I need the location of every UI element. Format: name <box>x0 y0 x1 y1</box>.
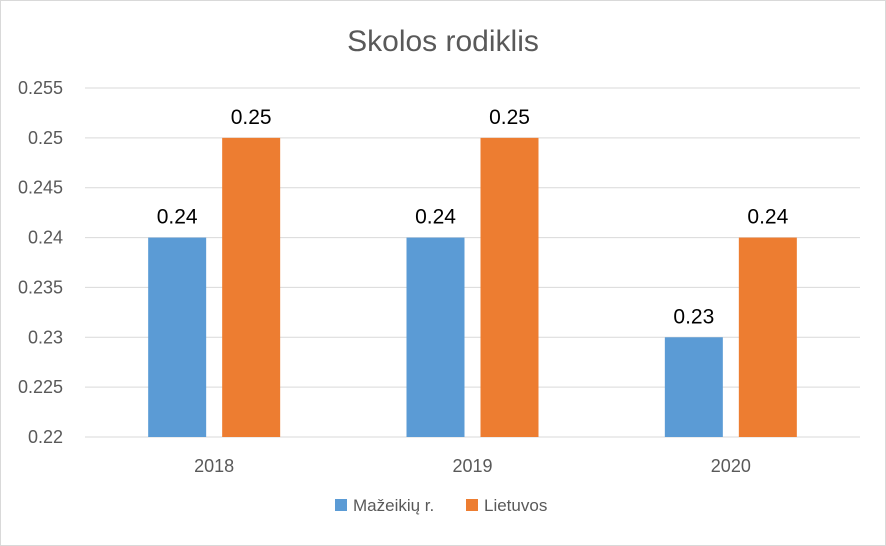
legend-label: Mažeikių r. <box>353 496 434 515</box>
gridlines <box>85 87 860 438</box>
bar-mazeikiu-2018 <box>148 237 207 437</box>
y-tick-label: 0.235 <box>18 277 63 297</box>
data-label: 0.24 <box>747 206 788 229</box>
y-tick-label: 0.22 <box>28 427 63 447</box>
bars <box>148 137 797 437</box>
y-tick-label: 0.255 <box>18 78 63 98</box>
legend-swatch-mazeikiu <box>335 499 347 511</box>
y-tick-label: 0.225 <box>18 377 63 397</box>
y-tick-label: 0.25 <box>28 128 63 148</box>
bar-lietuvos-2019 <box>480 137 539 437</box>
bar-mazeikiu-2020 <box>664 337 723 437</box>
legend: Mažeikių r. Lietuvos <box>335 496 547 515</box>
data-label: 0.23 <box>673 305 714 328</box>
chart-title: Skolos rodiklis <box>347 25 539 58</box>
bar-mazeikiu-2019 <box>406 237 465 437</box>
data-label: 0.25 <box>489 106 530 129</box>
y-tick-label: 0.24 <box>28 228 63 248</box>
axes: 0.22 0.225 0.23 0.235 0.24 0.245 0.25 0.255 2018… <box>18 78 751 476</box>
data-label: 0.24 <box>415 206 456 229</box>
y-tick-label: 0.245 <box>18 178 63 198</box>
data-label: 0.24 <box>157 206 198 229</box>
bar-lietuvos-2020 <box>738 237 797 437</box>
x-tick-label: 2018 <box>194 456 234 476</box>
y-tick-label: 0.23 <box>28 327 63 347</box>
legend-label: Lietuvos <box>484 496 547 515</box>
x-tick-label: 2019 <box>452 456 492 476</box>
bar-lietuvos-2018 <box>222 137 281 437</box>
legend-swatch-lietuvos <box>466 499 478 511</box>
x-tick-label: 2020 <box>711 456 751 476</box>
data-labels: 0.24 0.25 0.24 0.25 0.23 0.24 <box>157 106 789 328</box>
data-label: 0.25 <box>231 106 272 129</box>
